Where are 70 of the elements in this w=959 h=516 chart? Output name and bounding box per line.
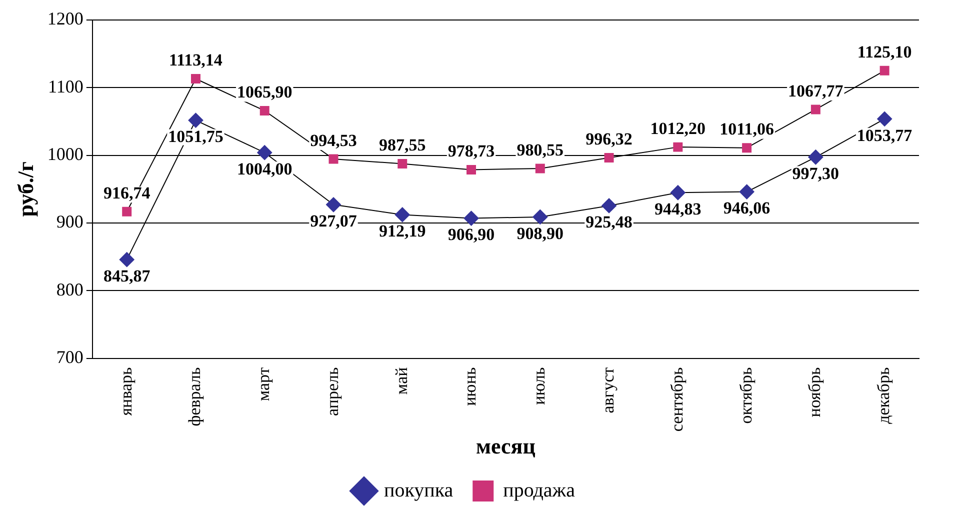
y-tick-label: 1100 — [48, 76, 84, 96]
data-label: 925,48 — [586, 212, 632, 232]
point — [810, 104, 820, 114]
x-tick-label: март — [254, 366, 274, 402]
point — [464, 210, 479, 226]
x-tick-label: октябрь — [736, 367, 756, 424]
data-label: 927,07 — [310, 212, 358, 231]
data-label: 946,06 — [723, 198, 770, 218]
data-label: 916,74 — [103, 184, 151, 203]
point — [122, 206, 132, 216]
x-tick-label: май — [392, 367, 411, 395]
point — [602, 198, 617, 214]
data-label: 997,30 — [792, 164, 840, 184]
data-label: 987,55 — [379, 136, 426, 155]
x-axis-title: месяц — [476, 433, 536, 458]
data-label: 906,90 — [448, 225, 495, 244]
point — [328, 154, 338, 164]
y-tick-label: 1200 — [47, 8, 84, 29]
data-label: 1011,06 — [720, 120, 774, 139]
point — [394, 207, 410, 222]
x-tick-label: июнь — [460, 367, 480, 406]
x-tick-label: апрель — [322, 367, 342, 416]
point — [398, 158, 408, 168]
point — [535, 164, 545, 174]
data-label: 1113,14 — [169, 50, 223, 70]
data-label: 1051,75 — [168, 127, 224, 146]
data-label: 1125,10 — [857, 42, 912, 62]
point — [739, 184, 754, 200]
data-label: 912,19 — [379, 222, 426, 241]
point — [326, 197, 341, 212]
point — [808, 150, 824, 165]
x-tick-label: сентябрь — [667, 367, 686, 432]
x-tick-label: ноябрь — [805, 367, 824, 418]
data-label: 845,87 — [103, 266, 151, 286]
y-tick-label: 700 — [56, 347, 84, 368]
x-tick-label: февраль — [185, 367, 204, 426]
legend-label: покупка — [384, 479, 454, 502]
point — [188, 112, 204, 128]
data-label: 1004,00 — [236, 159, 292, 178]
y-tick-label: 900 — [56, 212, 84, 232]
point — [257, 145, 272, 160]
point — [604, 153, 614, 163]
data-label: 994,53 — [310, 130, 357, 150]
point — [673, 142, 683, 152]
x-tick-label: июль — [530, 367, 549, 405]
data-label: 1067,77 — [788, 81, 844, 100]
y-tick-label: 800 — [56, 279, 84, 300]
point — [119, 252, 134, 268]
y-axis-title: руб./г — [12, 162, 38, 217]
x-tick-label: август — [598, 366, 618, 414]
point — [670, 185, 686, 200]
point — [880, 66, 890, 76]
legend-label: продажа — [503, 479, 576, 502]
x-tick-label: декабрь — [874, 367, 894, 424]
y-tick-label: 1000 — [47, 144, 84, 164]
point — [742, 143, 752, 153]
data-label: 980,55 — [516, 140, 564, 160]
point — [190, 74, 200, 84]
data-label: 908,90 — [516, 224, 564, 243]
data-label: 944,83 — [654, 200, 702, 219]
data-label: 1053,77 — [856, 126, 913, 145]
x-tick-label: январь — [116, 367, 136, 416]
point — [532, 209, 548, 224]
data-label: 996,32 — [586, 130, 632, 149]
data-label: 1012,20 — [650, 118, 706, 138]
point — [260, 106, 270, 116]
point — [877, 111, 892, 126]
data-label: 1065,90 — [236, 82, 292, 102]
data-label: 978,73 — [448, 142, 495, 161]
point — [466, 164, 476, 174]
